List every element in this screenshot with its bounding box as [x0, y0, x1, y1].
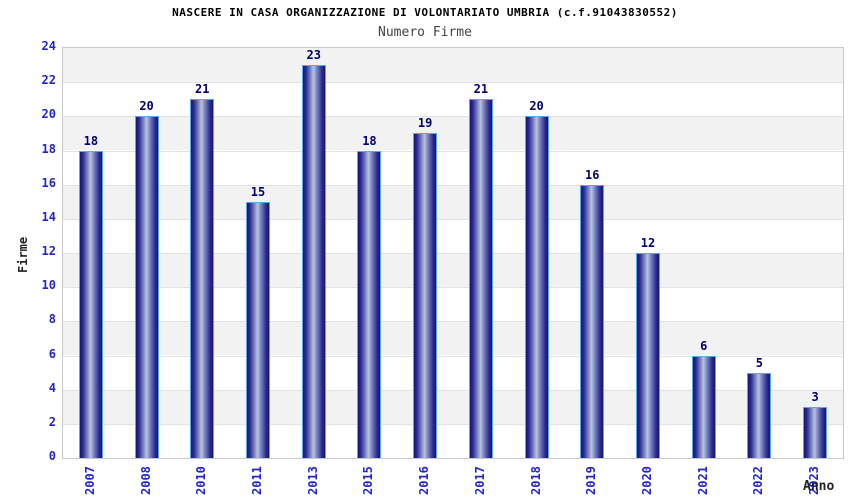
bar-value-label: 21: [195, 82, 210, 97]
gridline-band: [63, 287, 843, 322]
bar-2011: [246, 201, 270, 458]
y-tick-label: 4: [48, 380, 56, 395]
y-tick-label: 6: [48, 346, 56, 361]
bar-value-label: 20: [139, 99, 154, 114]
gridline-band: [63, 355, 843, 390]
bar-value-label: 12: [640, 236, 656, 250]
y-tick-label: 2: [48, 414, 56, 429]
bar-value-label: 21: [473, 82, 489, 97]
bar-2023: [803, 406, 828, 458]
bar-value-label: 3: [811, 389, 819, 404]
x-tick-label: 2013: [305, 466, 320, 496]
bar-value-label: 5: [755, 355, 764, 370]
gridline-band: [63, 218, 843, 253]
x-axis-title: Anno: [803, 479, 835, 494]
y-tick-label: 14: [41, 209, 56, 224]
x-tick-label: 2020: [640, 466, 654, 496]
gridline-band: [63, 253, 843, 288]
x-tick-label: 2015: [361, 466, 376, 496]
bar-value-label: 23: [306, 48, 321, 63]
gridline-band: [63, 184, 843, 219]
y-tick-label: 22: [41, 73, 56, 88]
gridline-band: [63, 150, 843, 185]
x-tick-label: 2022: [751, 466, 766, 496]
x-tick-label: 2018: [528, 466, 543, 496]
bar-value-label: 20: [529, 99, 544, 114]
gridline-band: [63, 321, 843, 356]
y-tick-label: 8: [48, 312, 56, 327]
bar-2022: [747, 372, 772, 458]
x-tick-label: 2021: [695, 466, 710, 496]
gridline-band: [63, 389, 843, 424]
plot-area: 18 20 21 15 23 18 19 21 20 16 12 6 5 3: [62, 47, 844, 459]
bar-value-label: 6: [700, 338, 708, 353]
bar-2013: [301, 65, 326, 458]
bar-value-label: 15: [250, 184, 266, 199]
bar-2021: [691, 355, 716, 458]
gridline-band: [63, 48, 843, 83]
x-tick-label: 2010: [194, 466, 209, 496]
y-tick-label: 12: [41, 244, 56, 258]
bar-value-label: 19: [417, 116, 433, 131]
bar-value-label: 16: [585, 167, 600, 182]
bar-2020: [636, 253, 660, 458]
bar-2017: [468, 99, 493, 458]
y-tick-label: 18: [41, 141, 56, 156]
gridline-band: [63, 116, 843, 151]
x-tick-label: 2008: [138, 466, 153, 496]
x-tick-label: 2011: [250, 466, 264, 496]
y-tick-label: 16: [41, 175, 56, 190]
gridline-band: [63, 82, 843, 117]
chart-title: NASCERE IN CASA ORGANIZZAZIONE DI VOLONT…: [172, 6, 678, 19]
bar-2016: [413, 133, 438, 458]
bar-2018: [524, 116, 549, 458]
bar-value-label: 18: [83, 133, 99, 148]
y-tick-label: 0: [48, 449, 56, 463]
x-tick-label: 2007: [82, 466, 97, 496]
y-tick-label: 10: [41, 278, 56, 293]
gridline-band: [63, 423, 843, 458]
x-tick-label: 2017: [472, 466, 487, 496]
bar-2019: [580, 184, 605, 458]
bar-2015: [357, 150, 382, 458]
bar-2010: [190, 99, 215, 458]
x-tick-label: 2016: [417, 466, 432, 496]
bar-2008: [134, 116, 159, 458]
x-tick-label: 2019: [584, 466, 599, 496]
y-tick-label: 20: [41, 107, 56, 122]
bar-value-label: 18: [362, 133, 377, 148]
y-tick-label: 24: [41, 39, 56, 53]
bar-2007: [78, 150, 103, 458]
chart-subtitle: Numero Firme: [378, 25, 472, 40]
